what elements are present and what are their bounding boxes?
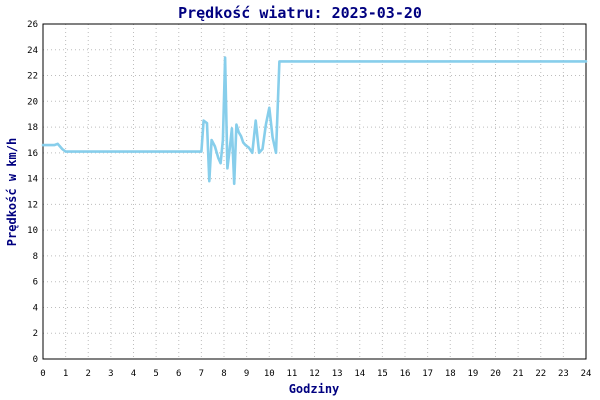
y-tick-label: 6 xyxy=(33,278,38,288)
x-tick-label: 16 xyxy=(400,369,411,379)
wind-speed-series-line xyxy=(41,56,588,186)
y-tick-label: 2 xyxy=(33,329,38,339)
y-tick-label: 24 xyxy=(27,46,38,56)
y-axis-label: Prędkość w km/h xyxy=(5,138,19,246)
x-tick-labels: 0 1 2 3 4 5 6 7 8 9 10 11 12 13 14 15 16 17 18 19 20 21 22 23 24 xyxy=(40,369,591,379)
x-tick-label: 4 xyxy=(131,369,136,379)
y-tick-label: 22 xyxy=(27,72,38,82)
x-tick-label: 8 xyxy=(221,369,226,379)
x-tick-label: 20 xyxy=(490,369,501,379)
y-tick-label: 16 xyxy=(27,149,38,159)
x-tick-label: 15 xyxy=(377,369,388,379)
y-tick-label: 0 xyxy=(33,355,38,365)
x-tick-label: 19 xyxy=(467,369,478,379)
x-tick-label: 23 xyxy=(558,369,569,379)
x-tick-label: 22 xyxy=(535,369,546,379)
x-tick-label: 3 xyxy=(108,369,113,379)
x-tick-label: 24 xyxy=(581,369,592,379)
x-tick-label: 11 xyxy=(286,369,297,379)
x-tick-label: 18 xyxy=(445,369,456,379)
x-tick-label: 2 xyxy=(86,369,91,379)
chart-title: Prędkość wiatru: 2023-03-20 xyxy=(178,4,422,22)
x-tick-label: 17 xyxy=(422,369,433,379)
x-tick-label: 0 xyxy=(40,369,45,379)
x-tick-label: 7 xyxy=(199,369,204,379)
x-tick-label: 10 xyxy=(264,369,275,379)
x-tick-label: 14 xyxy=(354,369,365,379)
x-tick-label: 6 xyxy=(176,369,181,379)
y-tick-label: 26 xyxy=(27,20,38,30)
y-tick-label: 12 xyxy=(27,200,38,210)
grid xyxy=(43,24,586,359)
x-tick-label: 13 xyxy=(332,369,343,379)
x-tick-label: 9 xyxy=(244,369,249,379)
x-tick-label: 1 xyxy=(63,369,68,379)
y-tick-label: 18 xyxy=(27,123,38,133)
y-tick-label: 14 xyxy=(27,175,38,185)
x-tick-label: 12 xyxy=(309,369,320,379)
y-tick-label: 10 xyxy=(27,226,38,236)
y-tick-label: 4 xyxy=(33,303,38,313)
y-tick-label: 8 xyxy=(33,252,38,262)
x-tick-label: 21 xyxy=(513,369,524,379)
plot-frame xyxy=(42,23,587,360)
x-tick-label: 5 xyxy=(153,369,158,379)
x-axis-label: Godziny xyxy=(289,382,340,396)
y-tick-label: 20 xyxy=(27,97,38,107)
